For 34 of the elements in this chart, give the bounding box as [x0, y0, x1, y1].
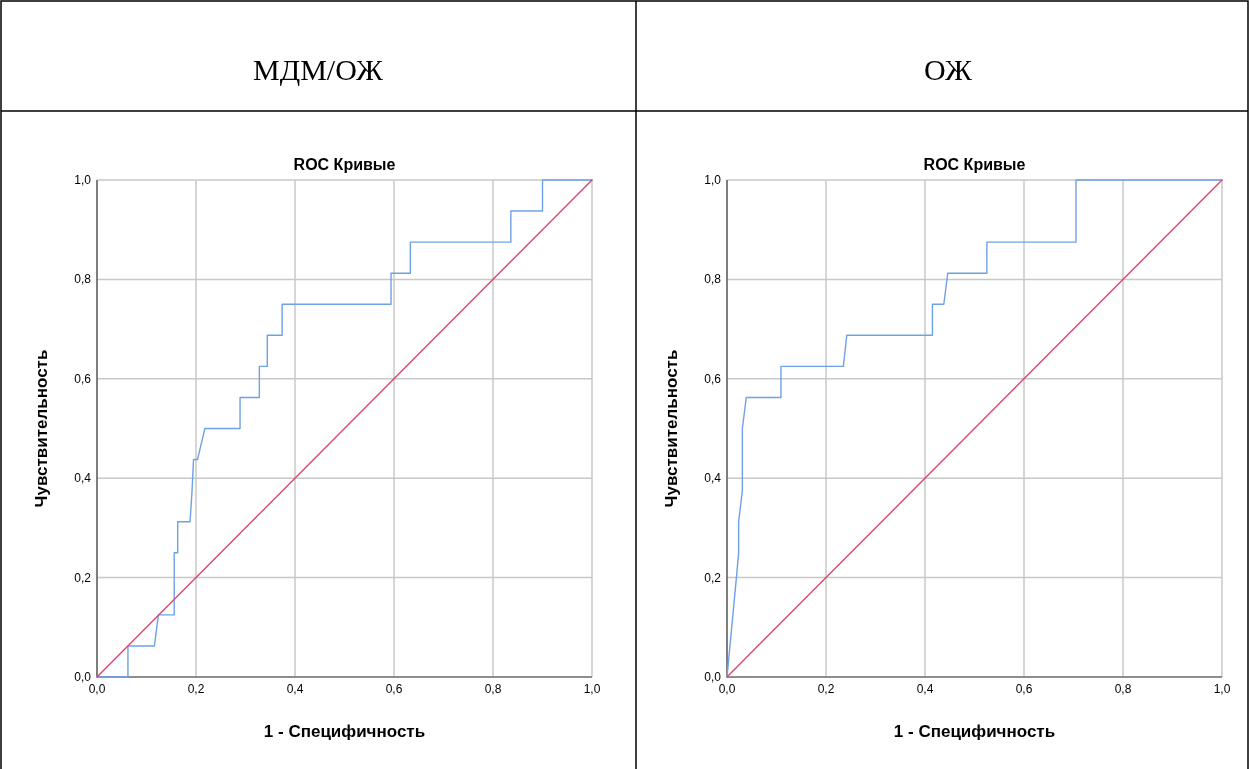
line-series	[96, 179, 593, 678]
line-series	[726, 179, 1223, 678]
chart-subtitle: ROC Кривые	[923, 156, 1026, 173]
y-tick-label: 0,4	[74, 471, 92, 486]
chart-title: ОЖ	[924, 53, 973, 86]
x-axis-title: 1 - Специфичность	[263, 722, 426, 741]
y-tick-label: 0,8	[704, 272, 722, 287]
x-tick-label: 0,6	[1015, 682, 1033, 696]
y-tick-label: 1,0	[704, 173, 722, 187]
x-tick-label: 1,0	[583, 682, 601, 696]
y-tick-label: 0,0	[704, 670, 722, 684]
y-tick-label: 0,8	[74, 272, 92, 287]
x-axis-title: 1 - Специфичность	[893, 722, 1056, 741]
x-tick-label: 0,4	[286, 682, 304, 696]
y-tick-label: 0,6	[704, 371, 722, 386]
x-tick-label: 0,2	[187, 682, 205, 696]
x-tick-label: 0,4	[916, 682, 934, 696]
x-tick-label: 0,8	[484, 682, 502, 696]
x-tick-label: 0,0	[718, 682, 736, 696]
x-tick-label: 1,0	[1213, 682, 1231, 696]
y-tick-label: 0,0	[74, 670, 92, 684]
x-tick-label: 0,2	[817, 682, 835, 696]
x-tick-label: 0,0	[88, 682, 106, 696]
y-axis-title: Чувствительность	[662, 349, 681, 508]
y-tick-label: 0,6	[74, 371, 92, 386]
chart-subtitle: ROC Кривые	[293, 156, 396, 173]
x-tick-label: 0,8	[1114, 682, 1132, 696]
x-tick-label: 0,6	[385, 682, 403, 696]
y-tick-label: 0,2	[74, 570, 92, 585]
y-tick-label: 1,0	[74, 173, 92, 187]
y-tick-label: 0,4	[704, 471, 722, 486]
y-axis-title: Чувствительность	[32, 349, 51, 508]
y-tick-label: 0,2	[704, 570, 722, 585]
chart-title: МДМ/ОЖ	[253, 53, 384, 86]
